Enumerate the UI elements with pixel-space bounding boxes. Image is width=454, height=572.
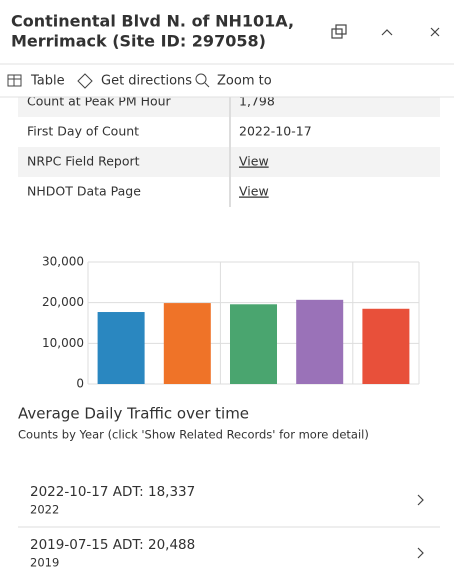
dock-button[interactable] bbox=[331, 24, 347, 39]
table-icon[interactable] bbox=[7, 74, 22, 87]
bar bbox=[362, 308, 410, 384]
field-value: 2022-10-17 bbox=[239, 124, 312, 139]
records: 2022-10-17 ADT: 18,337 2022 2019-07-15 ADT… bbox=[18, 474, 440, 570]
chart: 0 10,000 20,000 30,000 bbox=[42, 255, 420, 391]
record-title: 2019-07-15 ADT: 20,488 bbox=[30, 537, 195, 553]
bar bbox=[229, 304, 278, 384]
link[interactable]: View bbox=[239, 184, 269, 199]
field-name: NHDOT Data Page bbox=[27, 184, 141, 199]
header-bg bbox=[0, 0, 454, 97]
close-button[interactable] bbox=[430, 27, 440, 37]
chart-subtitle: Counts by Year (click 'Show Related Reco… bbox=[18, 428, 369, 442]
y-tick-label: 20,000 bbox=[42, 295, 84, 309]
bar bbox=[163, 303, 211, 384]
collapse-button[interactable] bbox=[381, 29, 393, 36]
title: Merrimack (Site ID: 297058) bbox=[11, 32, 266, 51]
y-tick-label: 30,000 bbox=[42, 255, 84, 269]
field-name: Count at Peak PM Hour bbox=[27, 94, 172, 109]
chart-title: Average Daily Traffic over time bbox=[18, 405, 249, 423]
toolbar-item[interactable]: Table bbox=[30, 74, 65, 89]
record-subtitle: 2019 bbox=[30, 556, 59, 570]
bar bbox=[97, 312, 145, 384]
title: Continental Blvd N. of NH101A, bbox=[11, 12, 294, 31]
link[interactable]: View bbox=[239, 154, 269, 169]
toolbar-item[interactable]: Zoom to bbox=[217, 74, 272, 89]
field-name: First Day of Count bbox=[27, 124, 139, 139]
chevron bbox=[417, 494, 424, 506]
y-tick-label: 10,000 bbox=[42, 336, 84, 350]
zoom-icon[interactable] bbox=[195, 73, 210, 88]
directions-icon[interactable] bbox=[77, 73, 93, 89]
table: Count at Peak PM Hour 1,798 First Day of C… bbox=[18, 94, 440, 207]
record-item[interactable] bbox=[18, 474, 440, 527]
record-title: 2022-10-17 ADT: 18,337 bbox=[30, 484, 195, 500]
toolbar-item[interactable]: Get directions bbox=[101, 74, 192, 89]
field-value: 1,798 bbox=[239, 94, 275, 109]
field-name: NRPC Field Report bbox=[27, 154, 140, 169]
bar bbox=[296, 299, 344, 384]
chevron bbox=[417, 547, 424, 559]
record-subtitle: 2022 bbox=[30, 503, 59, 517]
y-tick-label: 0 bbox=[76, 377, 84, 391]
